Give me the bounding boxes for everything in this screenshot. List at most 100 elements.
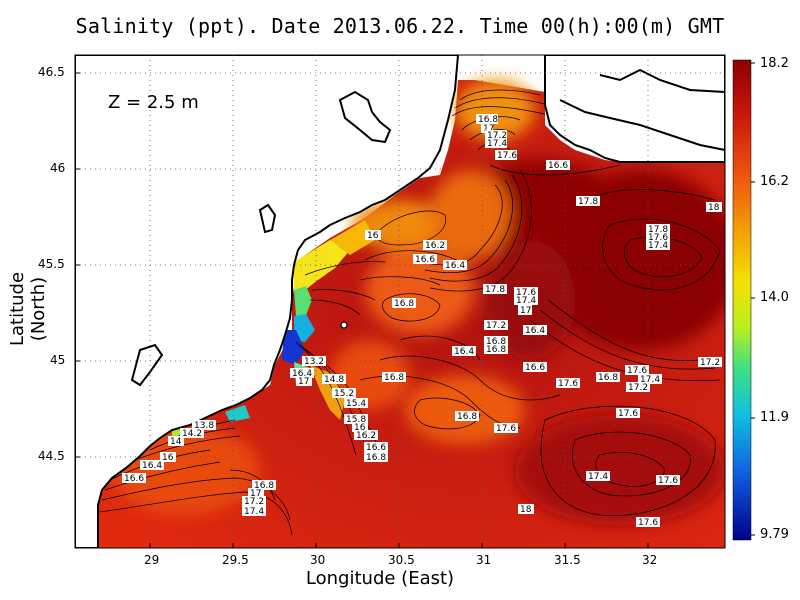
contour-label: 17 (518, 305, 532, 316)
contour-label: 16.8 (382, 372, 406, 383)
contour-label: 13.2 (302, 356, 326, 367)
land-mass-north (544, 55, 725, 163)
contour-label: 15.2 (332, 388, 356, 399)
contour-label: 16.8 (484, 336, 508, 347)
plume-cyan (294, 314, 315, 342)
svg-text:17.6: 17.6 (516, 288, 536, 298)
svg-text:16.8: 16.8 (254, 481, 274, 491)
contour-label: 18 (518, 504, 534, 515)
svg-text:16.4: 16.4 (454, 347, 474, 357)
plume-cyan (225, 405, 250, 422)
svg-text:17.4: 17.4 (244, 507, 264, 517)
svg-text:17.6: 17.6 (497, 151, 517, 161)
contour-label: 17.2 (242, 496, 266, 507)
contour-label: 13.8 (192, 420, 216, 431)
svg-text:16.6: 16.6 (525, 363, 545, 373)
svg-text:17.4: 17.4 (648, 241, 668, 251)
svg-text:18: 18 (708, 203, 720, 213)
svg-text:16.8: 16.8 (457, 412, 477, 422)
x-axis-label: Longitude (East) (305, 568, 455, 589)
svg-text:14.8: 14.8 (324, 375, 344, 385)
svg-text:16.4: 16.4 (445, 261, 465, 271)
coastline-north (599, 68, 725, 93)
svg-text:17.6: 17.6 (558, 379, 578, 389)
contour-label: 16 (352, 422, 368, 433)
svg-text:17.2: 17.2 (487, 131, 507, 141)
plume-yellow (294, 240, 350, 292)
contour-label: 17.6 (494, 423, 518, 434)
contour-label: 16.4 (443, 260, 467, 271)
svg-text:17.6: 17.6 (648, 233, 668, 243)
lagoon-outline (130, 343, 164, 387)
contour-label: 16 (365, 230, 381, 241)
svg-text:16.8: 16.8 (598, 373, 618, 383)
contour-label: 14 (168, 436, 184, 447)
plume-green (294, 286, 312, 316)
contour-label: 17.4 (485, 138, 507, 149)
land-mass (75, 55, 460, 548)
contour-label: 17.8 (483, 284, 507, 295)
contour-label: 17 (296, 376, 312, 387)
contour-label: 16.8 (476, 114, 498, 125)
svg-text:17: 17 (520, 306, 531, 316)
contour-label: 15.8 (344, 414, 368, 425)
svg-text:16: 16 (162, 453, 174, 463)
contour-label: 17.2 (485, 130, 507, 141)
svg-text:17.6: 17.6 (496, 424, 516, 434)
contour-label: 17.4 (242, 506, 266, 517)
svg-text:17.4: 17.4 (487, 139, 507, 149)
x-tick-label: 32 (642, 553, 658, 567)
svg-text:15.2: 15.2 (334, 389, 354, 399)
y-tick-label: 46 (50, 161, 66, 175)
contour-label: 17.6 (636, 517, 660, 528)
svg-text:13.2: 13.2 (304, 357, 324, 367)
mid-salinity-area (455, 80, 535, 140)
contour-label: 18 (706, 202, 722, 213)
contour-label: 16.4 (523, 325, 547, 336)
contour-label: 16.8 (252, 480, 276, 491)
svg-text:16.4: 16.4 (292, 369, 312, 379)
svg-text:17.2: 17.2 (700, 358, 720, 368)
contour-label: 17 (481, 123, 494, 134)
contour-label: 15.4 (344, 398, 368, 409)
svg-text:16: 16 (354, 423, 366, 433)
contour-label: 17.6 (616, 408, 640, 419)
x-tick-label: 29.5 (222, 553, 249, 567)
svg-text:18: 18 (520, 505, 532, 515)
contour-label: 17.8 (576, 196, 600, 207)
contour-label: 14.2 (180, 428, 204, 439)
svg-text:16.4: 16.4 (525, 326, 545, 336)
colorbar (732, 59, 752, 541)
svg-text:16.6: 16.6 (366, 443, 386, 453)
depth-label: Z = 2.5 m (108, 92, 199, 113)
svg-text:17.4: 17.4 (588, 472, 608, 482)
svg-text:16.6: 16.6 (415, 255, 435, 265)
contour-label: 17.4 (646, 240, 670, 251)
island (340, 321, 348, 329)
svg-text:14: 14 (170, 437, 182, 447)
colorbar-tick-label: 9.79 (760, 527, 789, 542)
svg-text:17.2: 17.2 (628, 383, 648, 393)
high-salinity-area (515, 415, 725, 525)
y-tick-label: 46.5 (38, 65, 65, 79)
contour-labels: 16.8 17 17.2 17.4 17.6 16.6 17.8 18 17.8… (122, 114, 722, 528)
plume-blue (282, 330, 305, 365)
contour-label: 17.6 (495, 150, 517, 161)
contour-label: 16.8 (364, 452, 388, 463)
contour-label: 14.8 (322, 374, 346, 385)
svg-text:16.8: 16.8 (394, 299, 414, 309)
svg-text:16.8: 16.8 (384, 373, 404, 383)
svg-text:17: 17 (250, 489, 261, 499)
lagoon-outline (338, 90, 392, 144)
svg-text:13.8: 13.8 (194, 421, 214, 431)
svg-text:16.8: 16.8 (486, 337, 506, 347)
contour-label: 16.8 (392, 298, 416, 309)
plot-frame (74, 54, 726, 549)
contour-label: 16.6 (546, 160, 570, 171)
contour-label: 17 (248, 488, 264, 499)
colorbar-tick-label: 14.0 (760, 290, 789, 305)
contour-label: 16.6 (413, 254, 437, 265)
svg-text:17.8: 17.8 (485, 285, 505, 295)
y-tick-label: 45 (50, 353, 66, 367)
contour-label: 16.6 (523, 362, 547, 373)
